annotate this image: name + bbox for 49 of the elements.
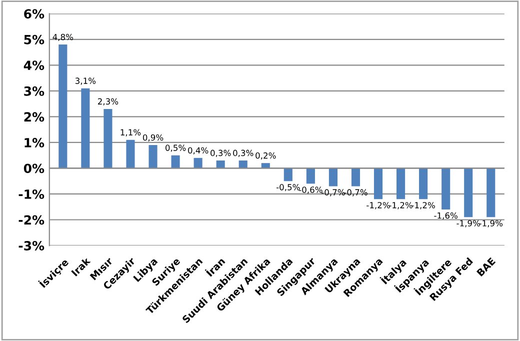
y-tick-label: 2% [24, 112, 44, 122]
data-label: -1,2% [412, 202, 435, 210]
data-label: 0,3% [210, 150, 231, 157]
data-label: -1,9% [456, 220, 480, 228]
data-label: -0,6% [299, 186, 322, 194]
data-label: 0,4% [188, 147, 208, 154]
y-tick-label: 4% [24, 60, 44, 70]
y-tick-label: -3% [18, 240, 44, 250]
y-tick-label: 6% [24, 9, 44, 19]
data-label: 0,5% [166, 144, 186, 152]
data-label: -1,6% [434, 212, 458, 220]
data-label: 0,3% [233, 150, 254, 157]
bar [216, 160, 225, 168]
bar [464, 168, 473, 218]
bar [126, 140, 135, 168]
bar [396, 168, 406, 200]
bar [238, 160, 248, 168]
y-tick-label: -2% [18, 215, 44, 225]
data-label: -0,7% [322, 189, 345, 196]
data-label: -0,5% [276, 184, 300, 192]
data-label: -1,2% [366, 202, 390, 210]
bar [442, 168, 450, 210]
bar [284, 168, 292, 182]
bar [81, 88, 90, 168]
y-tick-label: -1% [18, 189, 44, 199]
data-label: -1,2% [389, 202, 412, 210]
data-label: 4,8% [52, 34, 74, 42]
y-tick-label: 1% [24, 138, 44, 148]
data-label: -1,9% [479, 220, 503, 228]
data-label: 2,3% [98, 98, 118, 106]
bar [148, 145, 158, 168]
data-label: -0,7% [344, 189, 368, 196]
bar [374, 168, 383, 200]
y-tick-label: 0% [24, 164, 44, 174]
bar [419, 168, 428, 200]
bar [328, 168, 338, 186]
bar [194, 158, 202, 168]
bar [104, 108, 112, 168]
bar [351, 168, 360, 186]
bar [486, 168, 496, 218]
bar [58, 44, 68, 168]
y-tick-label: 3% [24, 86, 44, 96]
y-tick-label: 5% [24, 34, 44, 44]
data-label: 1,1% [120, 129, 141, 136]
data-label: 3,1% [75, 78, 96, 85]
data-label: 0,9% [142, 134, 164, 142]
bar [171, 155, 180, 168]
data-label: 0,2% [256, 152, 276, 160]
bar [306, 168, 315, 184]
